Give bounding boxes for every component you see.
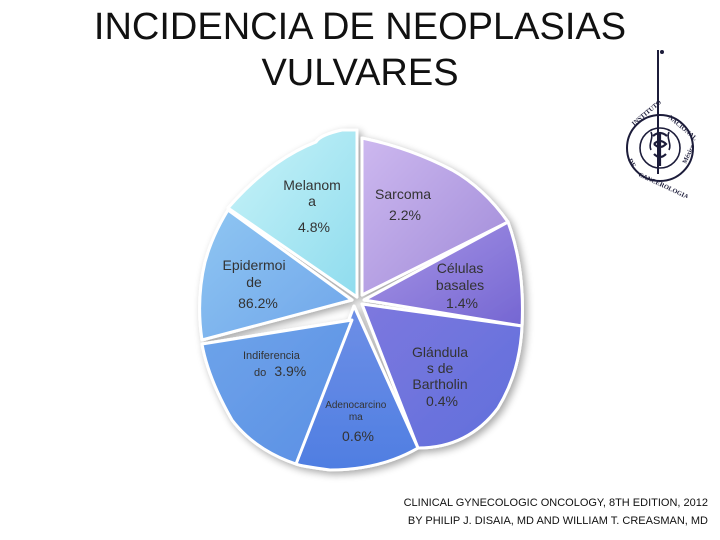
label-celulas-basales: Células basales 1.4%	[436, 260, 488, 311]
pie-slice-celulas-basales	[362, 220, 524, 328]
label-indif-line1: Indiferencia	[243, 350, 301, 362]
page-title: INCIDENCIA DE NEOPLASIAS VULVARES	[40, 4, 680, 96]
citation-line-1: CLINICAL GYNECOLOGIC ONCOLOGY, 8TH EDITI…	[403, 497, 708, 509]
label-bartholin-line2: s de	[427, 360, 454, 376]
label-indif-line2: do	[254, 367, 266, 379]
institute-logo: INSTITUTO NACIONAL DE CANCEROLOGIA Méxic…	[626, 50, 699, 198]
pie-slice-melanoma	[226, 128, 359, 299]
label-basales-value: 1.4%	[446, 295, 478, 311]
label-adeno-line1: Adenocarcino	[325, 400, 387, 411]
svg-text:DE: DE	[626, 158, 637, 169]
svg-text:NACIONAL: NACIONAL	[667, 114, 699, 143]
citation-line-2: BY PHILIP J. DISAIA, MD AND WILLIAM T. C…	[407, 515, 708, 527]
pie-slice-adenocarcinoma	[294, 304, 420, 472]
label-melanoma-value: 4.8%	[298, 219, 330, 235]
label-epidermoide: Epidermoi de 86.2%	[223, 257, 290, 311]
svg-text:México: México	[681, 144, 696, 165]
label-basales-line1: Células	[437, 260, 484, 276]
title-line-2: VULVARES	[261, 52, 459, 94]
pie-slice-glandulas-bartholin	[360, 302, 524, 450]
label-adenocarcinoma: Adenocarcino ma 0.6%	[325, 395, 391, 444]
label-indif-value: 3.9%	[274, 363, 306, 379]
pie-slice-sarcoma	[360, 136, 510, 297]
label-indiferenciado: Indiferencia do 3.9%	[243, 350, 306, 379]
label-epid-line2: de	[246, 274, 262, 290]
pie-slice-epidermoide	[198, 208, 354, 342]
pie-slice-indiferenciado	[200, 318, 354, 466]
label-bartholin-line1: Glándula	[412, 344, 468, 360]
title-line-1: INCIDENCIA DE NEOPLASIAS	[93, 6, 627, 48]
label-epid-value: 86.2%	[238, 295, 278, 311]
label-sarcoma-value: 2.2%	[389, 207, 421, 223]
label-adeno-value: 0.6%	[342, 428, 374, 444]
label-bartholin-value: 0.4%	[426, 393, 458, 409]
source-citation: CLINICAL GYNECOLOGIC ONCOLOGY, 8TH EDITI…	[340, 494, 708, 530]
label-adeno-line2: ma	[349, 412, 363, 423]
label-epid-line1: Epidermoi	[223, 257, 286, 273]
svg-text:CANCEROLOGIA: CANCEROLOGIA	[637, 171, 690, 198]
label-sarcoma: Sarcoma 2.2%	[375, 186, 435, 223]
label-bartholin-line3: Bartholin	[412, 376, 467, 392]
label-melanoma: Melanom a 4.8%	[283, 177, 344, 235]
label-sarcoma-line1: Sarcoma	[375, 186, 431, 202]
label-melanoma-line1: Melanom	[283, 177, 341, 193]
label-melanoma-line2: a	[308, 193, 316, 209]
label-basales-line2: basales	[436, 277, 484, 293]
label-glandulas-bartholin: Glándula s de Bartholin 0.4%	[412, 344, 472, 409]
